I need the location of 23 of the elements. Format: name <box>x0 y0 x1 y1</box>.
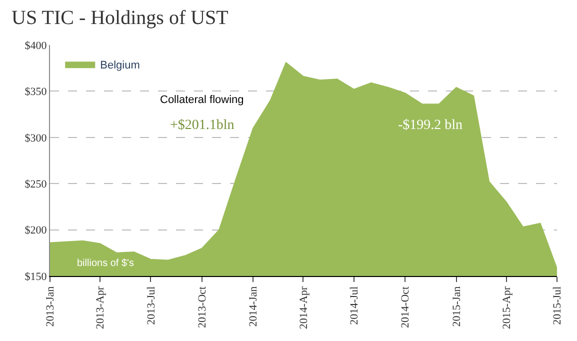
x-tick-label: 2013-Apr <box>94 286 107 330</box>
x-tick-label: 2014-Jan <box>248 286 260 327</box>
annotation: -$199.2 bln <box>398 118 463 133</box>
annotation: billions of $'s <box>77 258 134 269</box>
x-tick-label: 2015-Jul <box>552 286 564 325</box>
x-tick-label: 2014-Jul <box>348 286 360 325</box>
legend-label: Belgium <box>100 59 140 72</box>
x-tick-label: 2015-Jan <box>450 286 463 327</box>
annotation: +$201.1bln <box>170 118 234 133</box>
annotation: Collateral flowing <box>160 94 244 106</box>
y-tick-label: $200 <box>24 224 48 237</box>
x-tick-label: 2013-Oct <box>196 286 209 328</box>
y-tick-label: $400 <box>24 40 48 52</box>
x-tick-label: 2013-Jan <box>44 286 57 327</box>
y-tick-label: $250 <box>24 178 48 190</box>
x-tick-label: 2015-Apr <box>500 286 513 330</box>
chart-title: US TIC - Holdings of UST <box>12 7 228 30</box>
y-tick-label: $150 <box>24 270 48 283</box>
y-tick-label: $300 <box>24 132 48 144</box>
x-tick-label: 2013-Jul <box>145 286 158 325</box>
x-tick-label: 2014-Oct <box>400 286 412 328</box>
x-tick-label: 2014-Apr <box>298 286 310 330</box>
y-tick-label: $350 <box>24 86 48 98</box>
